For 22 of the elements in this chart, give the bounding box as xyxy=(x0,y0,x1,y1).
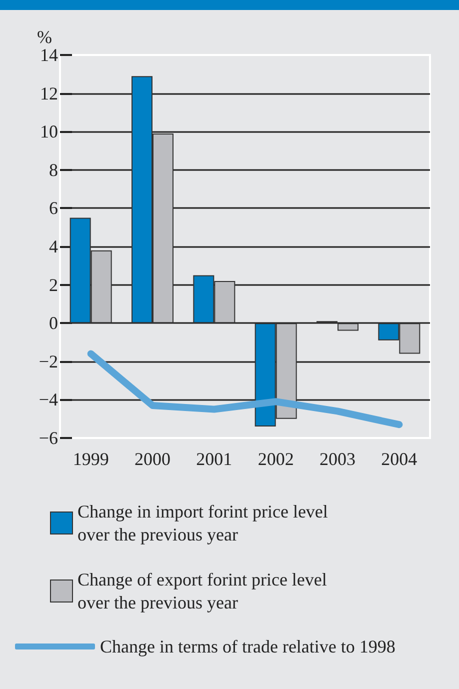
y-tick-label: 2 xyxy=(49,274,58,295)
y-tick-label: 12 xyxy=(40,83,58,104)
y-tick-label: 4 xyxy=(49,236,58,256)
x-tick-label: 2002 xyxy=(258,449,294,469)
legend-label: Change of export forint price level over the previous year xyxy=(78,570,332,612)
x-tick-label: 2004 xyxy=(381,449,418,469)
y-tick-label: 14 xyxy=(40,45,58,65)
legend-label: Change in terms of trade relative to 1998 xyxy=(100,636,396,656)
x-tick-label: 2000 xyxy=(134,449,170,469)
y-axis-title: % xyxy=(37,27,52,48)
y-tick-label: −2 xyxy=(38,351,58,372)
y-tick-label: 6 xyxy=(49,198,58,218)
y-tick-label: 10 xyxy=(40,122,58,142)
legend-label: Change in import forint price level over the previous year xyxy=(78,502,332,544)
y-tick-label: 0 xyxy=(49,313,58,334)
y-tick-label: −4 xyxy=(38,390,58,410)
y-tick-label: −6 xyxy=(38,428,58,448)
x-tick-label: 2003 xyxy=(320,449,356,469)
bar xyxy=(338,323,358,331)
x-tick-label: 2001 xyxy=(196,449,232,469)
x-tick-label: 1999 xyxy=(72,449,109,469)
y-tick-label: 8 xyxy=(49,160,58,180)
